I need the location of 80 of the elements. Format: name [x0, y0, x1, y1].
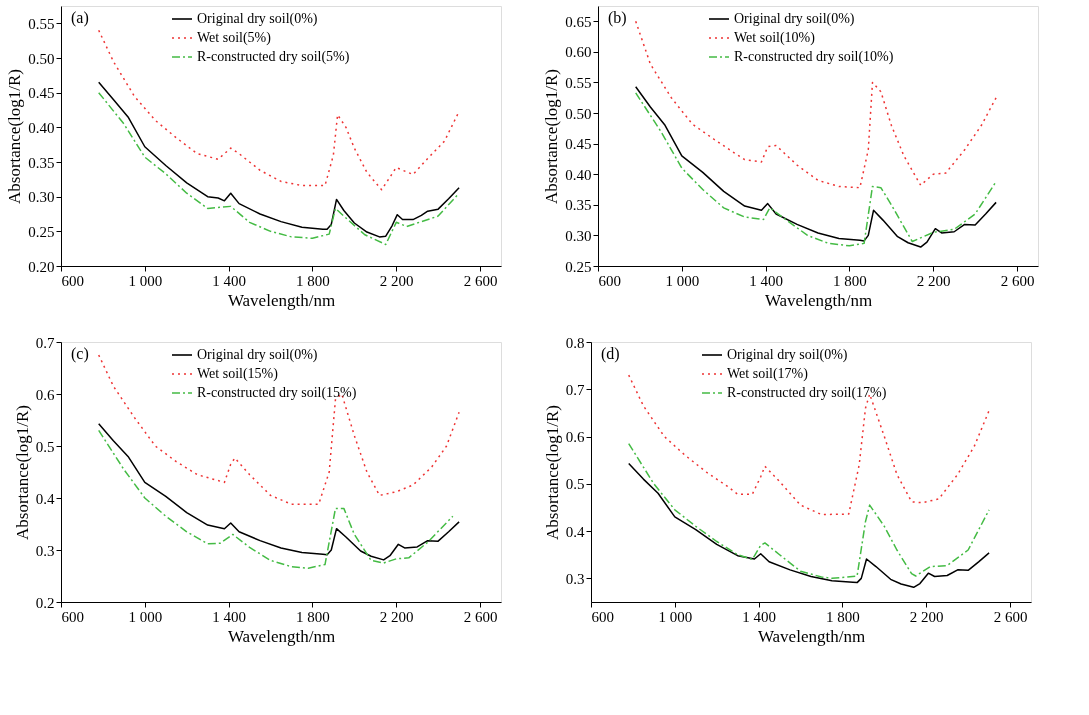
y-tick-label: 0.30 [565, 227, 592, 244]
y-tick-label: 0.60 [565, 44, 592, 61]
x-tick-label: 2 600 [993, 608, 1028, 625]
y-tick-label: 0.55 [28, 15, 55, 32]
x-tick-label: 2 600 [1000, 272, 1035, 289]
y-tick-label: 0.35 [28, 154, 55, 171]
x-tick-label: 1 000 [128, 272, 163, 289]
y-tick-label: 0.55 [565, 74, 592, 91]
legend-label: R-constructed dry soil(15%) [197, 385, 357, 401]
legend-label: Original dry soil(0%) [197, 11, 318, 27]
line-series [627, 442, 990, 580]
x-tick-label: 1 800 [296, 272, 330, 289]
x-tick-label: 2 200 [916, 272, 951, 289]
y-tick-label: 0.5 [565, 476, 585, 493]
y-tick-label: 0.7 [565, 381, 585, 398]
y-tick-label: 0.45 [28, 85, 55, 102]
legend-label: R-constructed dry soil(5%) [197, 49, 350, 65]
x-tick-label: 600 [61, 608, 84, 625]
x-tick-label: 1 800 [826, 608, 860, 625]
y-tick-label: 0.40 [28, 119, 55, 136]
x-tick-label: 1 000 [665, 272, 700, 289]
y-tick-label: 0.3 [35, 542, 55, 559]
line-series [97, 29, 460, 191]
y-tick-label: 0.20 [28, 258, 55, 275]
x-tick-label: 1 400 [749, 272, 783, 289]
y-tick-label: 0.8 [565, 334, 585, 351]
legend-label: Wet soil(5%) [197, 30, 272, 46]
x-axis-title: Wavelength/nm [227, 290, 336, 310]
y-tick-label: 0.25 [28, 223, 55, 240]
x-tick-label: 600 [61, 272, 84, 289]
y-tick-label: 0.7 [35, 334, 55, 351]
legend-label: Original dry soil(0%) [197, 347, 318, 363]
y-tick-label: 0.50 [565, 105, 592, 122]
y-axis-title: Absortance(log1/R) [5, 68, 25, 205]
x-axis-title: Wavelength/nm [227, 626, 336, 646]
y-tick-label: 0.6 [565, 429, 585, 446]
legend-label: Original dry soil(0%) [734, 11, 855, 27]
y-axis-title: Absortance(log1/R) [12, 404, 32, 541]
x-tick-label: 1 400 [742, 608, 776, 625]
legend-label: Wet soil(17%) [727, 366, 809, 382]
legend-label: Wet soil(10%) [734, 30, 816, 46]
y-tick-label: 0.2 [35, 594, 55, 611]
x-tick-label: 600 [591, 608, 614, 625]
annotation: (d) [601, 345, 620, 363]
annotation: (b) [608, 9, 627, 27]
legend-label: Original dry soil(0%) [727, 347, 848, 363]
y-tick-label: 0.40 [565, 166, 592, 183]
x-axis-title: Wavelength/nm [764, 290, 873, 310]
x-tick-label: 2 200 [379, 272, 414, 289]
legend-label: R-constructed dry soil(10%) [734, 49, 894, 65]
y-tick-label: 0.65 [565, 13, 592, 30]
x-tick-label: 600 [598, 272, 621, 289]
x-tick-label: 1 400 [212, 608, 246, 625]
legend-label: R-constructed dry soil(17%) [727, 385, 887, 401]
annotation: (a) [71, 9, 89, 27]
x-tick-label: 2 200 [909, 608, 944, 625]
x-tick-label: 2 600 [463, 608, 498, 625]
x-tick-label: 1 800 [833, 272, 867, 289]
y-tick-label: 0.25 [565, 258, 592, 275]
x-tick-label: 1 400 [212, 272, 246, 289]
y-axis-title: Absortance(log1/R) [542, 404, 562, 541]
legend-label: Wet soil(15%) [197, 366, 279, 382]
line-series [627, 462, 990, 589]
y-tick-label: 0.30 [28, 189, 55, 206]
y-tick-label: 0.3 [565, 570, 585, 587]
x-tick-label: 1 000 [658, 608, 693, 625]
x-axis-title: Wavelength/nm [757, 626, 866, 646]
y-tick-label: 0.45 [565, 136, 592, 153]
y-tick-label: 0.6 [35, 386, 55, 403]
y-tick-label: 0.35 [565, 197, 592, 214]
x-tick-label: 2 200 [379, 608, 414, 625]
annotation: (c) [71, 345, 89, 363]
y-tick-label: 0.5 [35, 438, 55, 455]
x-tick-label: 1 800 [296, 608, 330, 625]
y-tick-label: 0.50 [28, 50, 55, 67]
y-tick-label: 0.4 [565, 523, 585, 540]
x-tick-label: 1 000 [128, 608, 163, 625]
y-axis-title: Absortance(log1/R) [542, 68, 562, 205]
x-tick-label: 2 600 [463, 272, 498, 289]
y-tick-label: 0.4 [35, 490, 55, 507]
